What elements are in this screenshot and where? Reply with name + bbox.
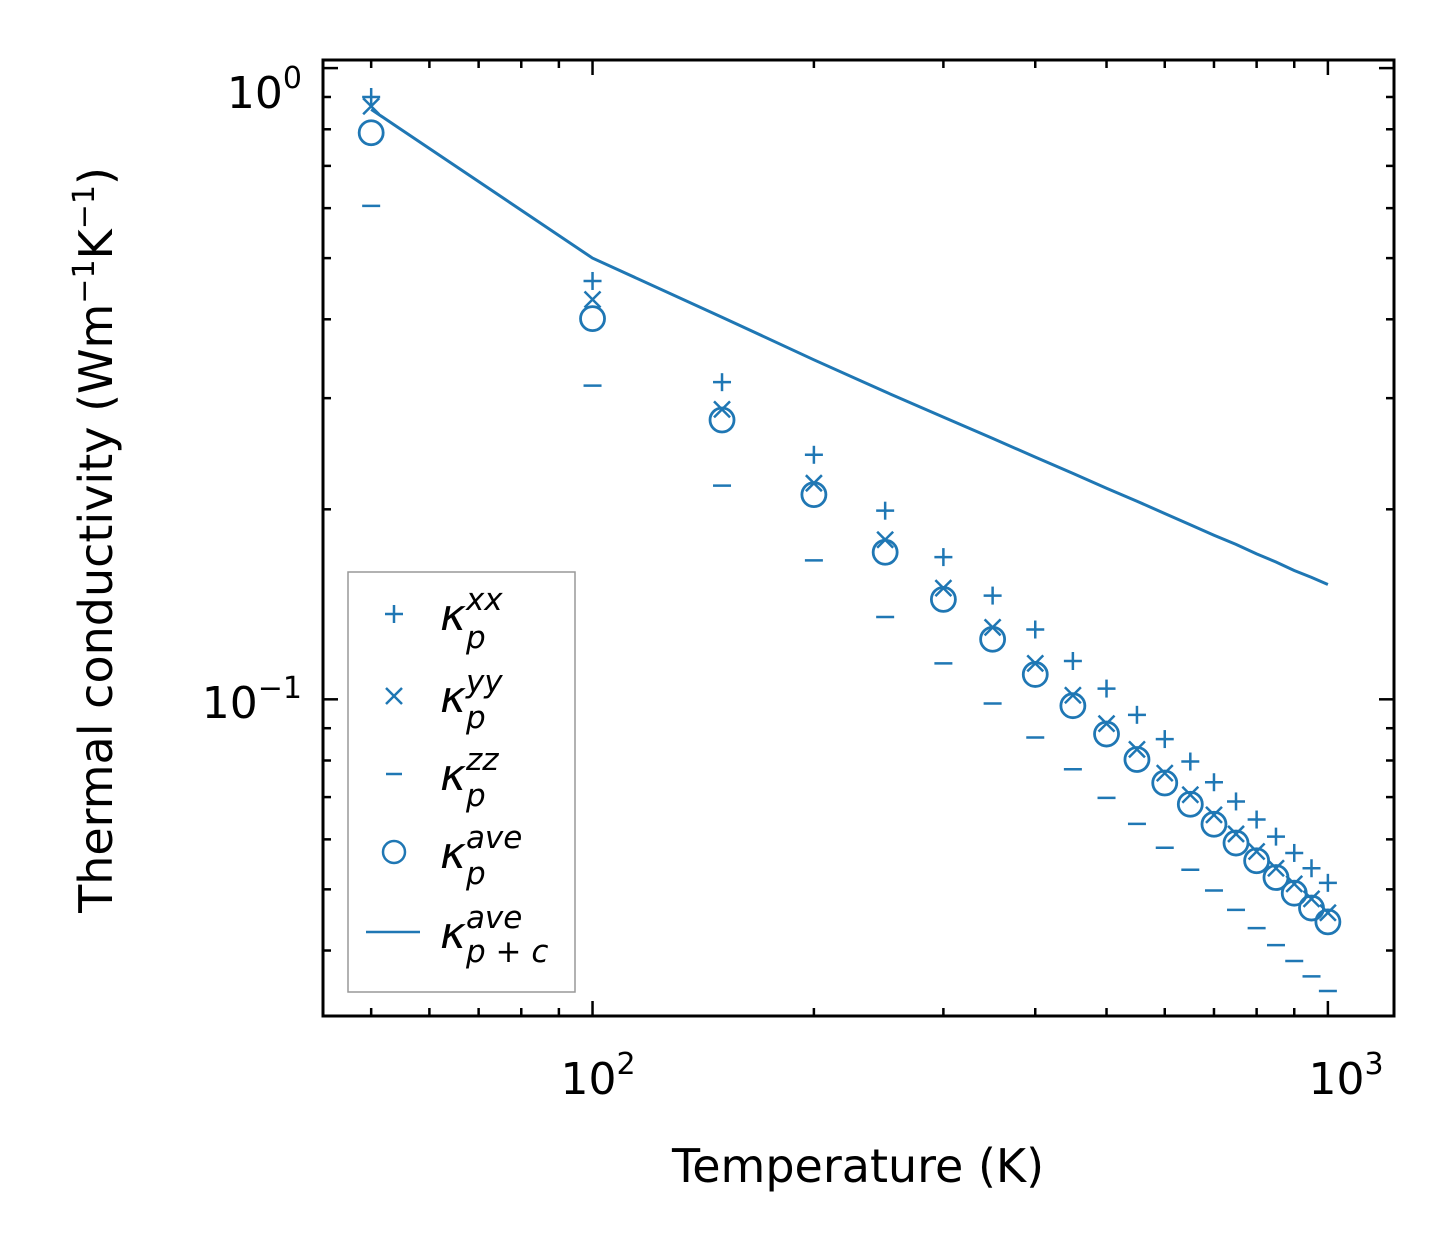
data-point-circle <box>708 406 736 434</box>
x-tick-label-1000: 103 <box>1308 1047 1383 1105</box>
plot-frame <box>321 58 1396 1018</box>
legend-sub-yy: p <box>465 700 486 736</box>
legend-entry-yy: κyy p <box>385 664 503 736</box>
legend-sub-ave: p <box>465 856 486 892</box>
data-point-plus <box>983 586 1002 605</box>
data-point-plus <box>876 501 895 520</box>
legend-entry-xx: κxx p <box>385 582 503 656</box>
data-point-plus <box>1155 730 1174 749</box>
data-point-x <box>1205 806 1223 824</box>
series-circle <box>357 119 1342 936</box>
data-point-plus <box>362 87 381 106</box>
data-point-plus <box>1097 679 1116 698</box>
legend-marker-plus <box>385 605 403 623</box>
data-point-circle <box>1200 810 1228 838</box>
data-point-plus <box>1285 843 1304 862</box>
series-line <box>370 108 1329 586</box>
data-point-x <box>1063 686 1082 705</box>
data-point-circle <box>1280 879 1308 907</box>
data-point-circle <box>1093 720 1120 748</box>
data-point-x <box>1128 740 1146 759</box>
data-point-circle <box>871 538 899 566</box>
data-point-plus <box>1063 652 1082 671</box>
series-line <box>370 108 1329 586</box>
data-point-circle <box>929 585 957 613</box>
data-point-circle <box>1123 746 1151 773</box>
legend-label-ave: κave <box>440 820 522 879</box>
legend-marker-x <box>385 687 403 705</box>
x-tick-label-100: 102 <box>560 1047 635 1105</box>
legend-entry-ave: κave p <box>381 820 522 892</box>
legend-entry-zz: κzz p <box>386 742 499 814</box>
y-tick-label-0.1: 10−1 <box>202 671 302 729</box>
data-point-circle <box>979 625 1007 653</box>
data-point-circle <box>1314 908 1342 936</box>
data-point-circle <box>1059 692 1087 720</box>
data-point-circle <box>579 305 606 333</box>
data-point-circle <box>1176 790 1204 818</box>
data-point-circle <box>1262 864 1290 891</box>
data-point-x <box>1097 714 1116 733</box>
data-point-plus <box>1227 792 1246 811</box>
legend-entry-ave-pc: κave p + c <box>366 900 548 970</box>
data-point-x <box>1267 859 1285 878</box>
data-point-plus <box>713 373 732 392</box>
data-point-plus <box>1127 705 1146 724</box>
data-point-x <box>1247 842 1266 861</box>
data-point-circle <box>357 119 385 147</box>
data-point-plus <box>934 548 953 567</box>
legend: κxx p κyy p κzz p κave p <box>347 571 576 993</box>
data-point-plus <box>1318 873 1337 892</box>
legend-sub-xx: p <box>465 620 486 656</box>
data-point-x <box>1155 764 1174 783</box>
data-point-circle <box>1298 894 1325 922</box>
major-ticks <box>323 60 1394 1016</box>
data-point-plus <box>1247 810 1266 829</box>
plot-area <box>357 87 1342 993</box>
data-point-plus <box>1026 620 1045 639</box>
data-point-x <box>1227 825 1245 843</box>
legend-label-yy: κyy <box>440 664 503 723</box>
data-point-circle <box>1151 769 1179 797</box>
data-point-circle <box>800 481 828 509</box>
data-point-x <box>583 290 602 309</box>
data-point-plus <box>1181 752 1200 771</box>
data-point-plus <box>1204 773 1223 792</box>
legend-marker-circle <box>381 839 407 865</box>
legend-label-ave-pc: κave <box>440 900 522 959</box>
series-dash <box>362 204 1337 993</box>
data-point-plus <box>1302 859 1321 878</box>
legend-label-xx: κxx <box>440 582 503 641</box>
series-x <box>362 97 1337 922</box>
legend-sub-ave-pc: p + c <box>465 934 548 970</box>
legend-sub-zz: p <box>465 778 486 814</box>
data-point-circle <box>1222 829 1250 857</box>
data-point-plus <box>1266 827 1285 846</box>
series-plus <box>362 87 1337 892</box>
y-tick-label-1: 100 <box>227 61 302 119</box>
data-point-circle <box>1021 661 1049 688</box>
x-axis-label: Temperature (K) <box>671 1139 1044 1193</box>
data-point-circle <box>1243 847 1271 875</box>
data-point-x <box>1181 785 1200 804</box>
legend-frame <box>347 571 576 993</box>
y-axis-label: Thermal conductivity (Wm−1K−1) <box>67 167 123 914</box>
data-point-plus <box>583 271 602 290</box>
legend-label-zz: κzz <box>440 742 499 801</box>
data-point-plus <box>804 445 823 464</box>
